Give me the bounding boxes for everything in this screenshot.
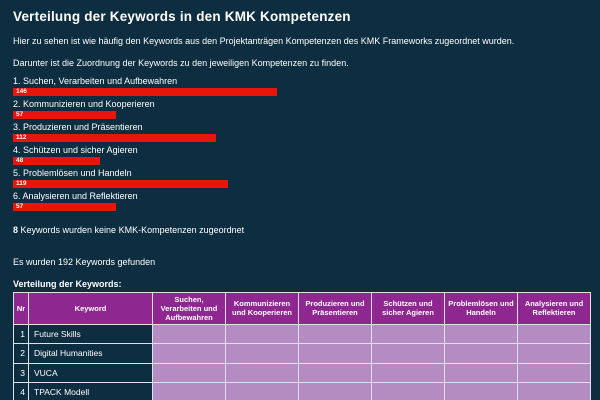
competency-cell: [517, 362, 591, 383]
table-row: 2 Digital Humanities: [13, 343, 591, 364]
intro-line-1: Hier zu sehen ist wie häufig den Keyword…: [13, 36, 515, 46]
column-header: Suchen, Verarbeiten und Aufbewahren: [152, 291, 226, 325]
competency-cell: [152, 362, 226, 383]
table-row: 3 VUCA: [13, 362, 591, 383]
competency-cell: [225, 343, 299, 364]
keywords-table: Nr Keyword Suchen, Verarbeiten und Aufbewa…: [13, 291, 591, 400]
row-number: 4: [13, 382, 29, 400]
table-caption: Verteilung der Keywords:: [13, 278, 122, 289]
column-header: Schützen und sicher Agieren: [371, 291, 445, 325]
bar-group: 3. Produzieren und Präsentieren 112: [13, 123, 587, 142]
bar-group: 1. Suchen, Verarbeiten und Aufbewahren 1…: [13, 77, 587, 96]
competency-cell: [225, 382, 299, 400]
competency-cell: [225, 362, 299, 383]
competency-cell: [298, 362, 372, 383]
keyword-cell: Future Skills: [28, 323, 153, 344]
competency-cell: [517, 323, 591, 344]
intro-line-2: Darunter ist die Zuordnung der Keywords …: [13, 58, 349, 68]
column-header: Produzieren und Präsentieren: [298, 291, 372, 325]
bar-label: 1. Suchen, Verarbeiten und Aufbewahren: [13, 76, 178, 86]
column-header: Analysieren und Reflektieren: [517, 291, 591, 325]
bar-label: 4. Schützen und sicher Agieren: [13, 145, 138, 155]
bar-group: 6. Analysieren und Reflektieren 57: [13, 192, 587, 211]
competency-cell: [517, 382, 591, 400]
bar: 119: [13, 180, 228, 188]
bar-group: 5. Problemlösen und Handeln 119: [13, 169, 587, 188]
table-row: 4 TPACK Modell: [13, 382, 591, 400]
page-title: Verteilung der Keywords in den KMK Kompe…: [13, 9, 351, 24]
competency-cell: [298, 382, 372, 400]
table-header-row: Nr Keyword Suchen, Verarbeiten und Aufbewa…: [13, 291, 591, 325]
keyword-cell: Digital Humanities: [28, 343, 153, 364]
competency-cell: [444, 382, 518, 400]
bar-label: 3. Produzieren und Präsentieren: [13, 122, 143, 132]
unassigned-note: 8 Keywords wurden keine KMK-Kompetenzen …: [13, 225, 587, 235]
competency-cell: [371, 343, 445, 364]
competency-cell: [152, 323, 226, 344]
competency-cell: [444, 343, 518, 364]
column-header: Problemlösen und Handeln: [444, 291, 518, 325]
bar: 146: [13, 88, 277, 96]
column-header: Keyword: [28, 291, 153, 325]
bar: 57: [13, 111, 116, 119]
competency-cell: [444, 323, 518, 344]
keyword-bar-chart: 1. Suchen, Verarbeiten und Aufbewahren 1…: [13, 77, 587, 211]
competency-cell: [371, 362, 445, 383]
competency-cell: [371, 382, 445, 400]
competency-cell: [298, 323, 372, 344]
bar-label: 6. Analysieren und Reflektieren: [13, 191, 138, 201]
table-row: 1 Future Skills: [13, 323, 591, 344]
row-number: 1: [13, 323, 29, 344]
competency-cell: [152, 343, 226, 364]
bar-label: 5. Problemlösen und Handeln: [13, 168, 132, 178]
bar: 57: [13, 203, 116, 211]
keyword-cell: TPACK Modell: [28, 382, 153, 400]
row-number: 3: [13, 362, 29, 383]
competency-cell: [225, 323, 299, 344]
competency-cell: [444, 362, 518, 383]
column-header: Kommunizieren und Kooperieren: [225, 291, 299, 325]
competency-cell: [517, 343, 591, 364]
bar-group: 2. Kommunizieren und Kooperieren 57: [13, 100, 587, 119]
row-number: 2: [13, 343, 29, 364]
bar: 112: [13, 134, 216, 142]
competency-cell: [298, 343, 372, 364]
bar-group: 4. Schützen und sicher Agieren 48: [13, 146, 587, 165]
total-keywords-note: Es wurden 192 Keywords gefunden: [13, 256, 156, 267]
column-header: Nr: [13, 291, 29, 325]
unassigned-text: Keywords wurden keine KMK-Kompetenzen zu…: [18, 224, 245, 235]
keyword-cell: VUCA: [28, 362, 153, 383]
unassigned-count: 8: [13, 224, 19, 235]
competency-cell: [152, 382, 226, 400]
bar-label: 2. Kommunizieren und Kooperieren: [13, 99, 155, 109]
bar: 48: [13, 157, 100, 165]
competency-cell: [371, 323, 445, 344]
